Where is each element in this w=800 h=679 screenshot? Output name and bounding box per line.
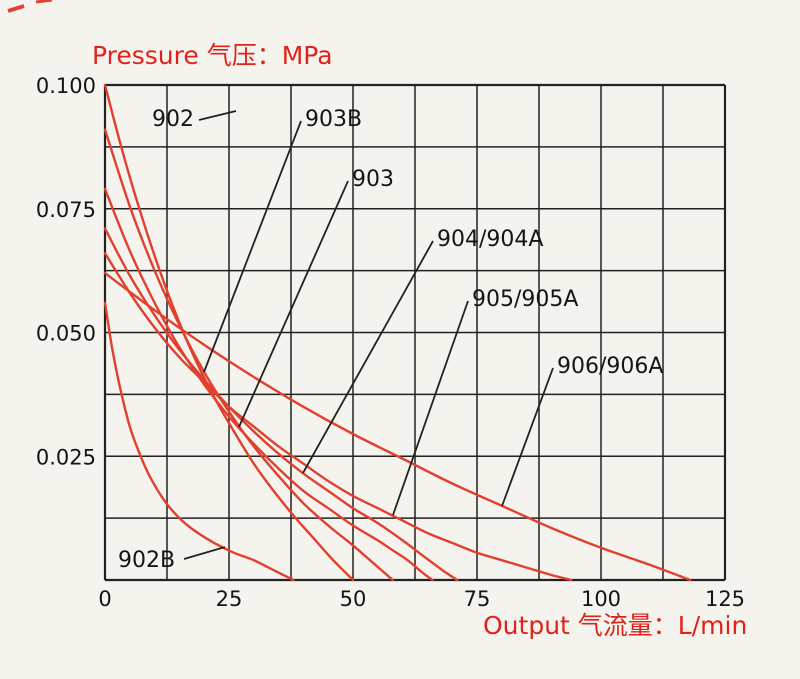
leader-line-903 bbox=[238, 180, 349, 428]
curve-903 bbox=[103, 187, 434, 582]
curve-902 bbox=[103, 83, 355, 582]
x-tick-label: 25 bbox=[216, 587, 243, 611]
curve-906-906a bbox=[103, 271, 692, 582]
curve-label-906-906a: 906/906A bbox=[557, 354, 663, 379]
x-tick-label: 50 bbox=[340, 587, 367, 611]
curve-label-902b: 902B bbox=[118, 548, 175, 573]
curve-label-903: 903 bbox=[352, 167, 394, 192]
curve-903b bbox=[103, 128, 394, 582]
leader-line-904-904a bbox=[302, 240, 434, 474]
curve-label-905-905a: 905/905A bbox=[472, 287, 578, 312]
leader-line-902 bbox=[198, 110, 237, 121]
scan-artifact-mark bbox=[7, 4, 25, 13]
scan-artifact-mark bbox=[35, 0, 53, 4]
curve-902b bbox=[103, 301, 295, 582]
curve-label-903b: 903B bbox=[305, 107, 362, 132]
curve-904-904a bbox=[103, 227, 459, 582]
y-tick-label: 0.025 bbox=[36, 445, 96, 469]
leader-line-903b bbox=[203, 120, 302, 373]
x-axis-title: Output 气流量：L/min bbox=[483, 611, 747, 640]
leader-line-906-906a bbox=[501, 367, 554, 507]
y-tick-label: 0.100 bbox=[36, 74, 96, 98]
x-tick-label: 100 bbox=[581, 587, 621, 611]
x-tick-label: 125 bbox=[705, 587, 745, 611]
y-tick-label: 0.050 bbox=[36, 322, 96, 346]
leader-line-905-905a bbox=[392, 300, 469, 516]
leader-line-902b bbox=[183, 546, 226, 560]
curve-label-904-904a: 904/904A bbox=[437, 227, 543, 252]
y-tick-label: 0.075 bbox=[36, 198, 96, 222]
curve-label-902: 902 bbox=[152, 107, 194, 132]
y-axis-title: Pressure 气压：MPa bbox=[92, 41, 333, 70]
curve-905-905a bbox=[103, 252, 573, 582]
x-tick-label: 0 bbox=[98, 587, 111, 611]
x-tick-label: 75 bbox=[464, 587, 491, 611]
